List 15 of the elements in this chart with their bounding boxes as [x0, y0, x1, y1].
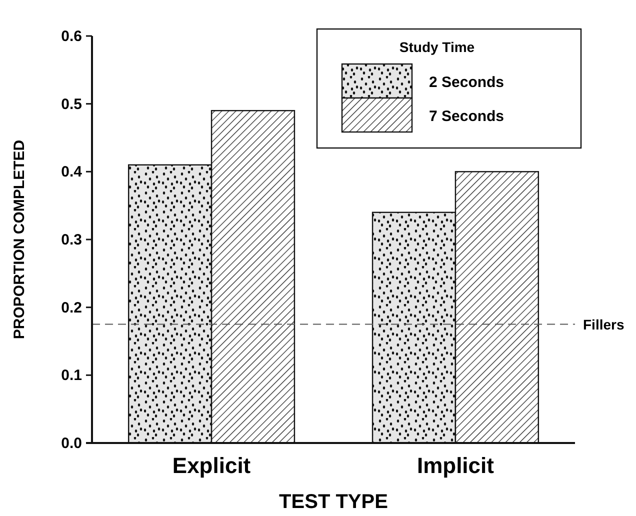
y-tick-label: 0.6: [61, 28, 82, 45]
legend-title: Study Time: [399, 39, 475, 55]
legend-label: 7 Seconds: [429, 108, 504, 125]
y-axis-title: PROPORTION COMPLETED: [11, 140, 28, 340]
y-tick-label: 0.2: [61, 299, 82, 316]
y-tick-label: 0.0: [61, 435, 82, 452]
y-tick-label: 0.4: [61, 164, 83, 181]
legend-label: 2 Seconds: [429, 74, 504, 91]
x-tick-label: Explicit: [172, 453, 252, 478]
y-tick-label: 0.5: [61, 96, 82, 113]
x-axis-title: TEST TYPE: [279, 491, 388, 513]
x-tick-label: Implicit: [416, 453, 495, 478]
y-tick-label: 0.1: [61, 367, 82, 384]
ref-line-label: Fillers: [583, 316, 624, 332]
y-tick-label: 0.3: [61, 232, 82, 248]
